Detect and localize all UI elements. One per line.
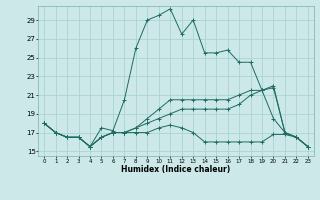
- X-axis label: Humidex (Indice chaleur): Humidex (Indice chaleur): [121, 165, 231, 174]
